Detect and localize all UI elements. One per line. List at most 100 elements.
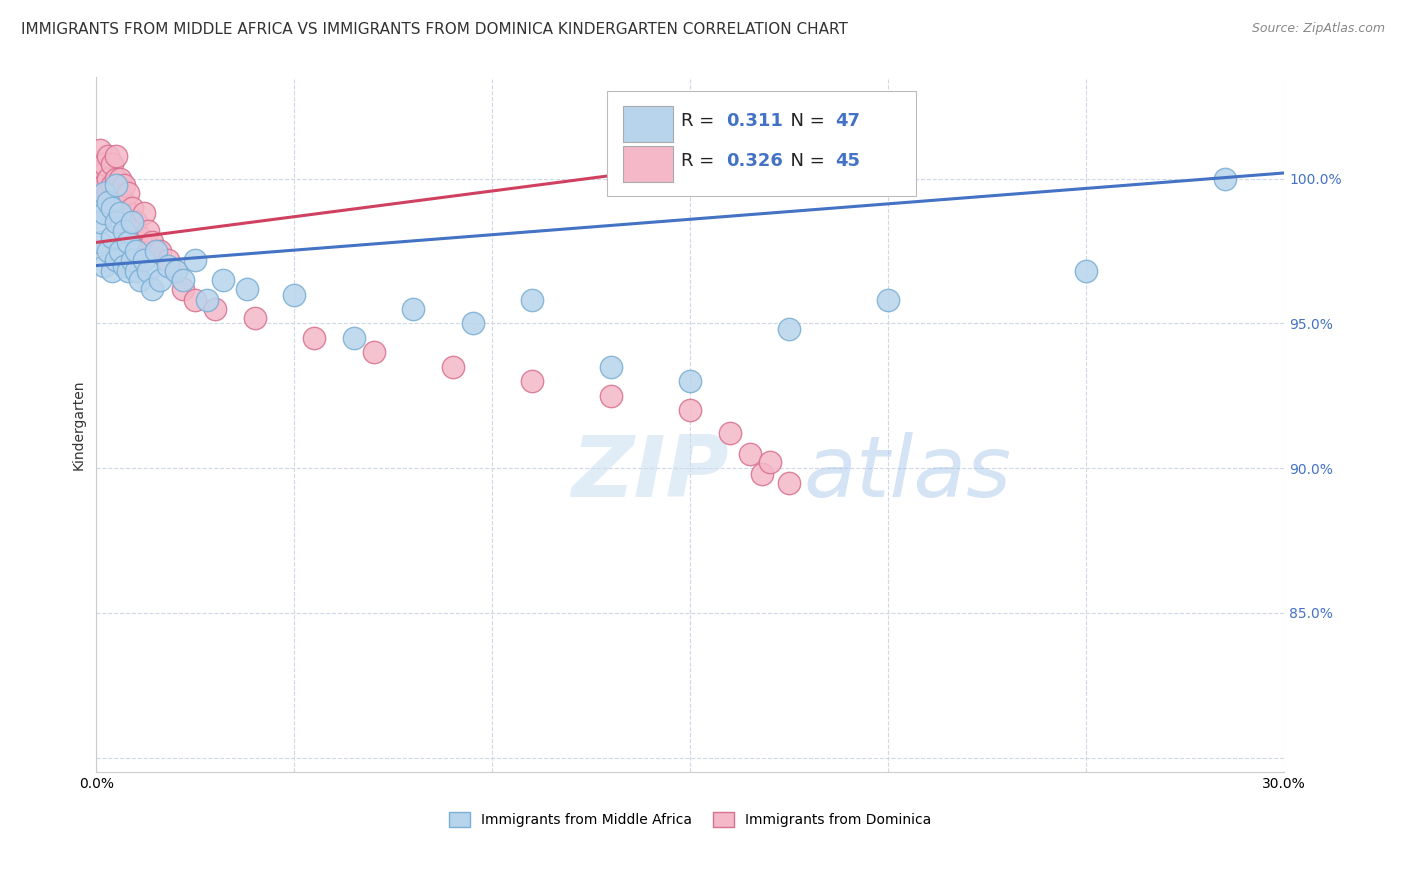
Point <box>101 229 124 244</box>
Point <box>112 259 135 273</box>
Point <box>136 264 159 278</box>
Point <box>343 331 366 345</box>
Legend: Immigrants from Middle Africa, Immigrants from Dominica: Immigrants from Middle Africa, Immigrant… <box>444 806 936 833</box>
Point <box>108 201 131 215</box>
Point <box>132 252 155 267</box>
Text: IMMIGRANTS FROM MIDDLE AFRICA VS IMMIGRANTS FROM DOMINICA KINDERGARTEN CORRELATI: IMMIGRANTS FROM MIDDLE AFRICA VS IMMIGRA… <box>21 22 848 37</box>
Text: R =: R = <box>681 112 720 130</box>
Point <box>184 293 207 308</box>
Point <box>101 157 124 171</box>
Point <box>125 264 148 278</box>
Text: 47: 47 <box>835 112 860 130</box>
Point <box>125 244 148 258</box>
Point <box>172 282 194 296</box>
Point <box>236 282 259 296</box>
Point <box>204 301 226 316</box>
Point <box>89 178 111 192</box>
Point <box>156 259 179 273</box>
Point <box>738 447 761 461</box>
Point <box>172 273 194 287</box>
Point <box>758 455 780 469</box>
Point <box>461 317 484 331</box>
Point <box>93 166 115 180</box>
Point <box>105 215 128 229</box>
Point <box>112 178 135 192</box>
Point <box>165 264 187 278</box>
Point <box>121 252 143 267</box>
Point <box>117 235 139 250</box>
Point <box>93 178 115 192</box>
Point <box>149 273 172 287</box>
Point <box>93 157 115 171</box>
Point <box>149 244 172 258</box>
Point <box>101 178 124 192</box>
Point <box>402 301 425 316</box>
Point <box>212 273 235 287</box>
Point <box>89 157 111 171</box>
Point <box>93 186 115 201</box>
Point <box>93 259 115 273</box>
Point <box>778 322 800 336</box>
Point <box>89 215 111 229</box>
Point <box>105 148 128 162</box>
Point <box>125 215 148 229</box>
Point <box>136 224 159 238</box>
Point <box>105 186 128 201</box>
Text: 0.326: 0.326 <box>725 152 783 169</box>
FancyBboxPatch shape <box>623 145 672 182</box>
FancyBboxPatch shape <box>607 91 917 195</box>
Point <box>97 194 120 209</box>
Point <box>520 375 543 389</box>
Point <box>105 252 128 267</box>
Point <box>363 345 385 359</box>
Point <box>141 235 163 250</box>
Point <box>97 186 120 201</box>
Point <box>165 264 187 278</box>
Point <box>600 359 623 374</box>
Text: 45: 45 <box>835 152 860 169</box>
FancyBboxPatch shape <box>623 106 672 142</box>
Text: Source: ZipAtlas.com: Source: ZipAtlas.com <box>1251 22 1385 36</box>
Point <box>600 389 623 403</box>
Point <box>97 171 120 186</box>
Point <box>101 194 124 209</box>
Point <box>112 224 135 238</box>
Point <box>141 282 163 296</box>
Text: N =: N = <box>779 112 831 130</box>
Point <box>117 186 139 201</box>
Point <box>283 287 305 301</box>
Point <box>97 244 120 258</box>
Point <box>302 331 325 345</box>
Point <box>101 264 124 278</box>
Point <box>156 252 179 267</box>
Point <box>117 264 139 278</box>
Point <box>679 375 702 389</box>
Point <box>112 194 135 209</box>
Point <box>751 467 773 481</box>
Point <box>129 273 152 287</box>
Text: atlas: atlas <box>803 432 1011 515</box>
Text: N =: N = <box>779 152 831 169</box>
Point <box>117 206 139 220</box>
Point <box>105 178 128 192</box>
Text: 0.311: 0.311 <box>725 112 783 130</box>
Point <box>108 244 131 258</box>
Point <box>243 310 266 325</box>
Point <box>129 229 152 244</box>
Point <box>108 171 131 186</box>
Point <box>105 171 128 186</box>
Point <box>718 426 741 441</box>
Point <box>108 206 131 220</box>
Point <box>520 293 543 308</box>
Point <box>89 143 111 157</box>
Point <box>101 201 124 215</box>
Point <box>132 206 155 220</box>
Point <box>778 475 800 490</box>
Point <box>121 201 143 215</box>
Point <box>97 148 120 162</box>
Point <box>441 359 464 374</box>
Point <box>121 215 143 229</box>
Point <box>877 293 900 308</box>
Point <box>93 206 115 220</box>
Text: ZIP: ZIP <box>571 432 730 515</box>
